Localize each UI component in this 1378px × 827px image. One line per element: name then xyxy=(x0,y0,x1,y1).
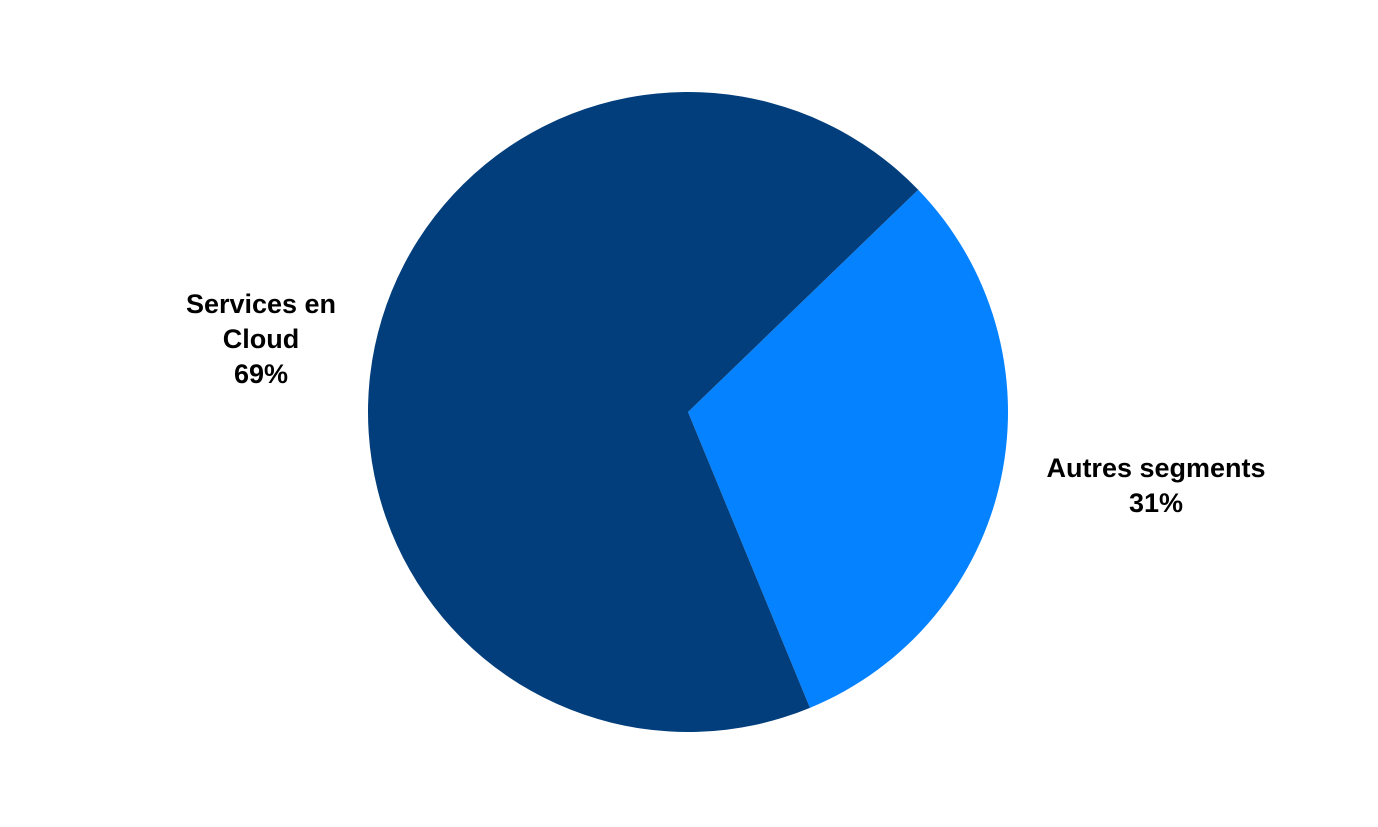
pie-slice-autres-segments xyxy=(688,189,1008,708)
slice-name-label: Autres segments xyxy=(1046,453,1265,483)
slice-label-autres-segments: Autres segments 31% xyxy=(1046,453,1265,518)
slice-name-label: Cloud xyxy=(223,324,299,354)
pie-slices xyxy=(367,91,1008,732)
slice-label-services-en-cloud: Services en Cloud 69% xyxy=(186,289,336,389)
pie-slice-services-en-cloud xyxy=(367,91,919,732)
slice-name-label: Services en xyxy=(186,289,336,319)
pie-labels: Autres segments 31% Services en Cloud 69% xyxy=(186,289,1266,518)
slice-percent-label: 31% xyxy=(1129,488,1183,518)
slice-percent-label: 69% xyxy=(234,359,288,389)
